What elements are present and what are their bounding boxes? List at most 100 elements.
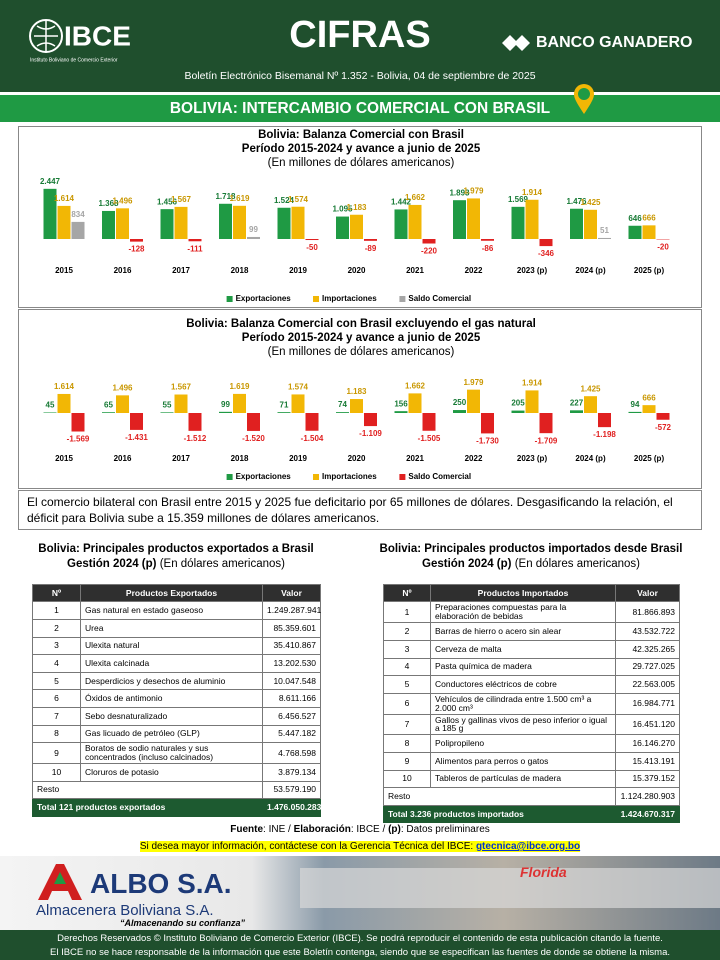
data-label: -1.569 bbox=[67, 435, 90, 444]
legend-label: Exportaciones bbox=[236, 472, 292, 481]
bar bbox=[628, 225, 642, 239]
data-label: 1.368 bbox=[98, 199, 119, 208]
data-label: -1.431 bbox=[125, 433, 148, 442]
footer-line: Derechos Reservados © Instituto Bolivian… bbox=[57, 933, 663, 944]
bar bbox=[408, 204, 422, 239]
bar bbox=[291, 206, 305, 239]
ad: Florida ALBO S.A. Almacenera Boliviana S… bbox=[0, 856, 720, 930]
data-label: -111 bbox=[187, 244, 203, 253]
product: Gallos y gallinas vivos de peso inferior… bbox=[430, 713, 616, 736]
x-tick-label: 2025 (p) bbox=[634, 266, 665, 275]
value: 42.325.265 bbox=[615, 639, 680, 659]
table-row: 8 Polipropileno 16.146.270 bbox=[383, 734, 680, 753]
product: Gas licuado de petróleo (GLP) bbox=[80, 724, 263, 744]
data-label: 1.662 bbox=[405, 193, 426, 202]
bar bbox=[364, 413, 377, 427]
row-number: 9 bbox=[383, 751, 431, 771]
bar bbox=[394, 411, 408, 413]
bar bbox=[102, 412, 115, 413]
data-label: -1.709 bbox=[535, 436, 558, 445]
product: Conductores eléctricos de cobre bbox=[430, 675, 616, 694]
sponsor: BANCO GANADERO bbox=[536, 34, 693, 51]
data-label: 1.914 bbox=[522, 188, 543, 197]
value: 5.447.182 bbox=[262, 724, 321, 744]
data-label: 1.662 bbox=[405, 381, 426, 390]
data-label: 666 bbox=[642, 393, 656, 402]
bar bbox=[247, 413, 260, 431]
bar bbox=[71, 413, 85, 432]
value: 8.611.166 bbox=[262, 689, 321, 709]
legend-swatch bbox=[399, 296, 406, 302]
legend-swatch bbox=[399, 474, 406, 480]
data-label: 834 bbox=[71, 210, 85, 219]
source-text: : Datos preliminares bbox=[400, 824, 490, 835]
product: Pasta química de madera bbox=[430, 657, 616, 677]
data-label: 1.614 bbox=[54, 194, 75, 203]
row-number: 3 bbox=[32, 636, 81, 656]
row-number: 10 bbox=[32, 763, 81, 782]
bar bbox=[422, 239, 436, 244]
x-tick-label: 2016 bbox=[114, 266, 132, 275]
data-label: -89 bbox=[365, 244, 377, 253]
table-period: Gestión 2024 (p) bbox=[422, 557, 512, 570]
data-label: 1.979 bbox=[463, 378, 484, 387]
data-label: 1.496 bbox=[112, 383, 133, 392]
x-tick-label: 2020 bbox=[348, 266, 366, 275]
row-number: 4 bbox=[383, 657, 431, 677]
bar bbox=[539, 239, 553, 247]
value: 29.727.025 bbox=[615, 657, 680, 677]
bar bbox=[584, 209, 597, 239]
value: 43.532.722 bbox=[615, 622, 680, 641]
bar bbox=[188, 239, 202, 242]
bar bbox=[598, 413, 611, 428]
legend-label: Exportaciones bbox=[236, 294, 292, 303]
rest-label: Resto bbox=[383, 787, 616, 806]
product: Cerveza de malta bbox=[430, 639, 616, 659]
sponsor-logo bbox=[502, 35, 530, 51]
value: 22.563.005 bbox=[615, 675, 680, 694]
x-tick-label: 2015 bbox=[55, 266, 73, 275]
data-label: 1.614 bbox=[54, 382, 75, 391]
contact: Si desea mayor información, contáctese c… bbox=[0, 841, 720, 852]
banner: BOLIVIA: INTERCAMBIO COMERCIAL CON BRASI… bbox=[0, 95, 720, 122]
table-period: Gestión 2024 (p) bbox=[67, 557, 157, 570]
bar bbox=[174, 206, 188, 239]
contact-email[interactable]: gtecnica@ibce.org.bo bbox=[475, 841, 581, 852]
data-label: 1.476 bbox=[566, 197, 587, 206]
footer: Derechos Reservados © Instituto Bolivian… bbox=[0, 930, 720, 960]
value: 35.410.867 bbox=[262, 636, 321, 656]
data-label: 646 bbox=[628, 214, 642, 223]
x-tick-label: 2017 bbox=[172, 266, 190, 275]
data-label: 1.524 bbox=[274, 196, 295, 205]
chart-subtitle: Período 2015-2024 y avance a junio de 20… bbox=[242, 332, 481, 344]
table-total: Total 3.236 productos importados 1.424.67… bbox=[383, 804, 680, 824]
data-label: 1.893 bbox=[449, 188, 470, 197]
export-table-block: Bolivia: Principales productos exportado… bbox=[22, 542, 330, 817]
bar bbox=[188, 413, 202, 431]
data-label: 250 bbox=[453, 398, 467, 407]
data-label: -20 bbox=[657, 243, 669, 252]
chart-subtitle: Período 2015-2024 y avance a junio de 20… bbox=[242, 143, 481, 155]
product: Ulexita natural bbox=[80, 636, 263, 656]
data-label: -1.504 bbox=[301, 434, 324, 443]
value: 3.879.134 bbox=[262, 763, 321, 782]
column-header: Nº bbox=[32, 583, 81, 603]
row-number: 8 bbox=[32, 724, 81, 744]
bar bbox=[453, 410, 466, 413]
data-label: -1.198 bbox=[593, 430, 616, 439]
column-header: Nº bbox=[383, 583, 431, 603]
product: Gas natural en estado gaseoso bbox=[80, 601, 263, 621]
value: 13.202.530 bbox=[262, 654, 321, 673]
column-header: Valor bbox=[262, 583, 321, 603]
row-number: 6 bbox=[32, 689, 81, 709]
table-title: Bolivia: Principales productos exportado… bbox=[22, 542, 330, 572]
bar bbox=[43, 188, 57, 239]
table-total: Total 121 productos exportados 1.476.050.… bbox=[32, 798, 321, 817]
footer-line: El IBCE no se hace responsable de la inf… bbox=[49, 947, 670, 958]
column-header: Productos Importados bbox=[430, 583, 616, 603]
chart-unit-note: (En millones de dólares americanos) bbox=[268, 157, 455, 169]
product: Alimentos para perros o gatos bbox=[430, 751, 616, 771]
bar bbox=[116, 208, 129, 239]
table-row: 4 Pasta química de madera 29.727.025 bbox=[383, 657, 680, 677]
total-label: Total 121 productos exportados bbox=[32, 798, 263, 817]
